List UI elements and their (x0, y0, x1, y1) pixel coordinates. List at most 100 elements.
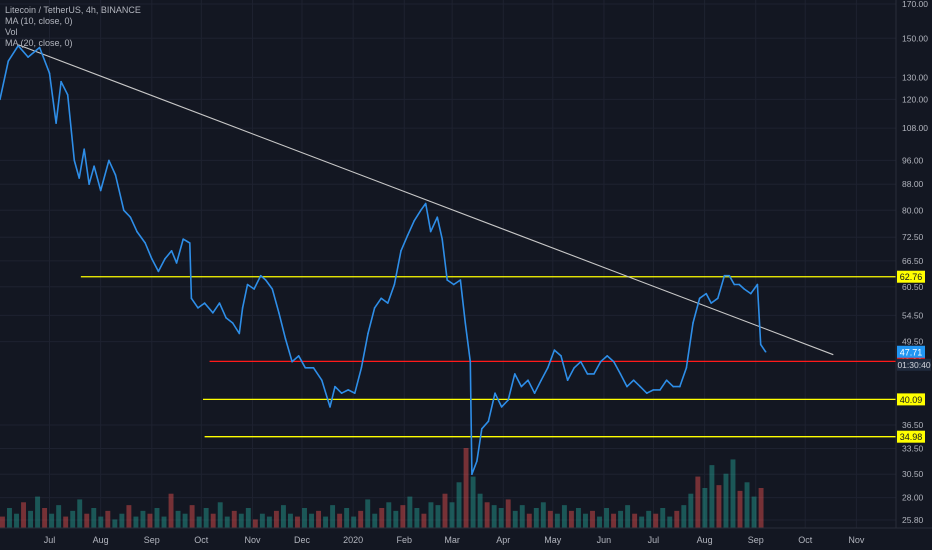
horizontal-levels[interactable] (80, 276, 896, 438)
volume-bar-0 (0, 516, 5, 528)
price-point-18 (129, 216, 132, 219)
price-point-5 (48, 72, 51, 75)
price-point-92 (593, 373, 595, 375)
volume-bar-44 (309, 513, 314, 528)
indicator-ma20[interactable]: MA (20, close, 0) (5, 38, 73, 48)
price-point-62 (413, 219, 415, 222)
volume-bar-29 (203, 508, 209, 528)
volume-bar-107 (751, 496, 757, 528)
volume-bar-49 (344, 508, 350, 528)
level-badge-bg-2 (897, 393, 925, 406)
price-point-13 (93, 165, 95, 167)
time-tick-0: Jul (44, 535, 56, 545)
volume-bar-13 (91, 508, 97, 528)
volume-bar-38 (266, 516, 272, 528)
volume-bar-82 (575, 508, 581, 528)
price-point-27 (188, 242, 191, 244)
price-point-70 (459, 279, 462, 281)
price-point-60 (400, 249, 402, 252)
volume-bar-73 (512, 510, 518, 528)
price-point-74 (476, 460, 478, 462)
price-axis-ticks: 170.00 150.00 130.00 120.00 108.00 96.00 88.00… (902, 0, 928, 525)
price-point-10 (78, 177, 81, 179)
volume-bar-58 (407, 496, 413, 528)
price-point-0 (0, 98, 1, 101)
volume-bar-94 (660, 508, 666, 528)
volume-bar-72 (505, 499, 511, 528)
volume-bar-7 (49, 513, 55, 528)
volume-bar-4 (28, 510, 34, 528)
price-point-85 (547, 366, 549, 369)
volume-bar-39 (273, 510, 279, 528)
volume-bar-106 (744, 482, 750, 528)
volume-bar-35 (245, 508, 251, 528)
price-point-66 (436, 216, 439, 219)
price-point-29 (197, 307, 199, 309)
volume-bar-62 (435, 505, 441, 528)
volume-bar-87 (611, 513, 617, 528)
volume-bar-81 (568, 510, 574, 528)
price-tick-2: 130.00 (902, 72, 928, 82)
price-point-113 (728, 274, 731, 277)
price-point-94 (606, 355, 609, 357)
price-point-80 (514, 373, 516, 375)
indicator-volume[interactable]: Vol (5, 27, 18, 37)
volume-bar-91 (639, 516, 645, 528)
volume-bar-75 (526, 513, 532, 528)
volume-bar-92 (646, 510, 652, 528)
volume-bar-85 (597, 516, 602, 528)
time-tick-7: Feb (397, 535, 413, 545)
volume-bar-61 (428, 502, 434, 528)
volume-bar-101 (709, 465, 715, 528)
price-point-96 (619, 373, 622, 375)
price-tick-13: 36.50 (902, 420, 924, 430)
price-point-50 (334, 385, 336, 388)
grid (0, 0, 896, 528)
time-tick-9: Apr (496, 535, 510, 545)
price-point-107 (692, 322, 694, 324)
price-point-19 (136, 230, 138, 233)
price-point-37 (246, 283, 249, 286)
volume-bar-98 (688, 493, 694, 528)
price-point-61 (406, 234, 409, 237)
price-tick-1: 150.00 (902, 33, 928, 43)
price-point-22 (157, 270, 160, 273)
volume-bar-30 (210, 513, 216, 528)
price-point-75 (481, 428, 483, 430)
price-point-42 (278, 312, 280, 314)
price-tick-4: 108.00 (902, 123, 928, 133)
indicator-ma10[interactable]: MA (10, close, 0) (5, 16, 73, 26)
volume-bar-63 (442, 493, 448, 528)
volume-bar-89 (625, 505, 631, 528)
trendline[interactable] (17, 44, 834, 356)
price-point-91 (586, 373, 589, 375)
price-point-88 (566, 379, 569, 381)
price-point-25 (175, 262, 178, 264)
price-point-12 (88, 183, 90, 186)
price-tick-15: 30.50 (902, 469, 924, 479)
price-point-72 (469, 360, 472, 363)
time-tick-8: Mar (444, 535, 460, 545)
price-point-45 (297, 355, 300, 357)
price-point-57 (380, 297, 382, 300)
trendline-group[interactable] (17, 44, 834, 356)
volume-bar-77 (540, 502, 546, 528)
price-point-16 (114, 174, 117, 176)
volume-bar-67 (470, 476, 476, 528)
time-tick-10: May (544, 535, 562, 545)
price-point-63 (419, 209, 422, 212)
price-point-40 (264, 279, 267, 281)
symbol-title[interactable]: Litecoin / TetherUS, 4h, BINANCE (5, 5, 141, 15)
price-point-67 (441, 238, 444, 240)
volume-bar-16 (112, 519, 118, 528)
price-point-20 (144, 242, 147, 244)
price-point-59 (393, 283, 396, 286)
time-axis[interactable] (0, 528, 932, 550)
countdown-badge-bg (897, 358, 931, 371)
price-point-110 (710, 302, 712, 304)
price-tick-7: 80.00 (902, 205, 924, 215)
volume-bar-68 (477, 493, 483, 528)
volume-bar-96 (674, 510, 680, 528)
volume-bar-64 (449, 502, 455, 528)
